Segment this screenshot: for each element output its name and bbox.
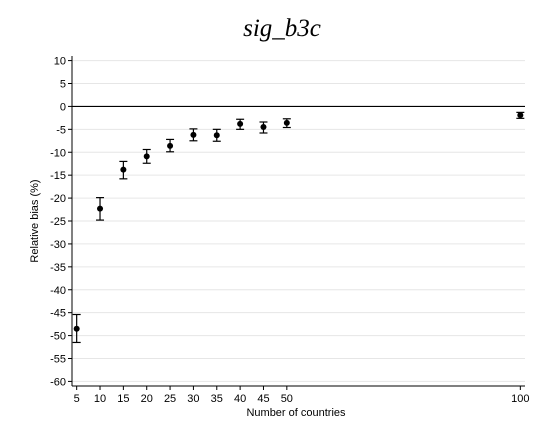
y-tick-label: -50 (50, 331, 66, 343)
chart-title: sig_b3c (243, 15, 321, 42)
x-tick-label: 20 (141, 393, 153, 405)
y-axis-label: Relative bias (%) (29, 179, 41, 262)
x-tick-label: 10 (94, 393, 106, 405)
x-tick-label: 30 (187, 393, 199, 405)
data-points (72, 111, 525, 344)
y-tick-label: 0 (60, 101, 66, 113)
data-point (283, 119, 290, 126)
y-axis-ticks: 10 5 0 -5 -10 -15 -20 -25 -30 -35 -40 -45 -50 -55 -60 (50, 56, 72, 388)
y-tick-label: 10 (54, 56, 66, 68)
y-tick-label: 5 (60, 79, 66, 91)
data-point (167, 142, 174, 149)
x-axis-ticks: 5 10 15 20 25 30 35 40 45 50 100 (74, 386, 530, 405)
y-tick-label: -10 (50, 147, 66, 159)
y-tick-label: -35 (50, 262, 66, 274)
x-tick-label: 25 (164, 393, 176, 405)
data-point (143, 153, 150, 160)
x-tick-label: 50 (281, 393, 293, 405)
y-tick-label: -15 (50, 170, 66, 182)
data-point (260, 124, 267, 131)
x-tick-label: 5 (74, 393, 80, 405)
data-point (97, 205, 104, 212)
y-tick-label: -45 (50, 308, 66, 320)
y-tick-label: -40 (50, 285, 66, 297)
x-axis-label: Number of countries (246, 407, 346, 419)
y-tick-label: -60 (50, 376, 66, 388)
data-point (120, 166, 127, 173)
y-tick-label: -55 (50, 354, 66, 366)
data-point (190, 131, 197, 138)
y-tick-label: -5 (56, 124, 66, 136)
x-tick-label: 15 (117, 393, 129, 405)
data-point (73, 325, 80, 332)
x-tick-label: 40 (234, 393, 246, 405)
y-tick-label: -20 (50, 193, 66, 205)
y-tick-label: -30 (50, 239, 66, 251)
data-point (213, 132, 220, 139)
grid-lines (72, 60, 525, 382)
x-tick-label: 45 (257, 393, 269, 405)
x-tick-label: 35 (211, 393, 223, 405)
y-tick-label: -25 (50, 216, 66, 228)
data-point (237, 120, 244, 127)
data-point (517, 112, 524, 119)
x-tick-label: 100 (511, 393, 529, 405)
